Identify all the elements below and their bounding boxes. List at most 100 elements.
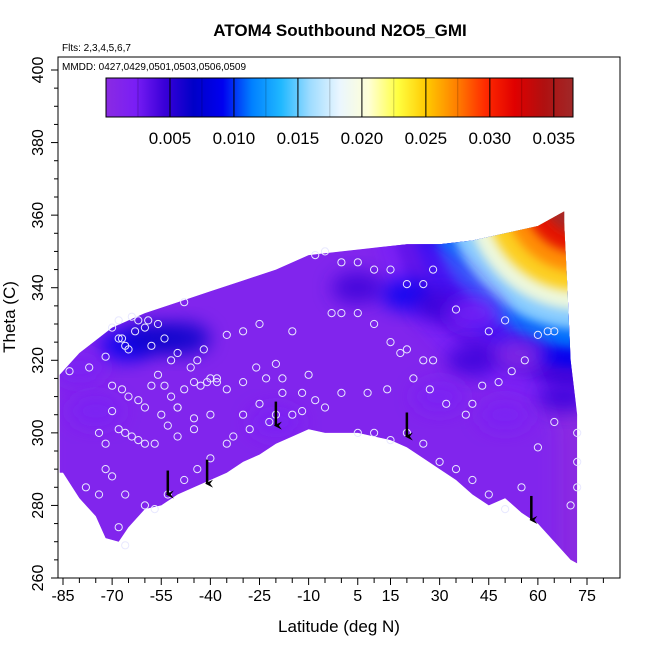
x-tick-label: 75 — [578, 588, 596, 605]
flights-subtitle: Flts: 2,3,4,5,6,7 — [62, 43, 131, 54]
track-point — [203, 378, 212, 387]
track-point — [189, 414, 199, 423]
track-point — [442, 399, 451, 408]
track-point — [337, 258, 346, 267]
x-tick-label: 60 — [529, 588, 547, 605]
colorbar-tick-labels: 0.005 0.010 0.015 0.020 0.025 0.030 0.035 — [149, 129, 575, 148]
colorbar-tick-label: 0.025 — [405, 129, 448, 148]
track-point — [566, 501, 575, 510]
y-tick-label: 360 — [30, 202, 47, 229]
track-point — [94, 428, 104, 437]
colorbar-tick-lines — [137, 78, 555, 117]
track-point — [402, 345, 411, 354]
track-point — [468, 399, 477, 408]
track-point — [573, 428, 582, 437]
colorbar-tick-label: 0.035 — [533, 129, 576, 148]
field-anomaly — [479, 398, 532, 431]
track-point — [353, 428, 362, 437]
track-point — [468, 475, 477, 485]
x-tick-label: 15 — [382, 588, 400, 605]
track-point — [140, 323, 149, 332]
track-point — [212, 378, 221, 387]
track-point — [81, 483, 91, 492]
y-tick-label: 300 — [30, 419, 47, 446]
x-tick-label: -25 — [248, 588, 271, 605]
x-axis: -85 -70 -55 -40 -25 -10 5 15 30 45 60 75 — [51, 578, 604, 605]
field-anomaly — [158, 322, 211, 355]
track-point — [337, 309, 346, 318]
track-point — [134, 316, 143, 325]
colorbar: 0.005 0.010 0.015 0.020 0.025 0.030 0.035 — [105, 77, 575, 148]
track-point — [101, 352, 110, 361]
track-point — [140, 501, 149, 510]
track-point — [451, 305, 461, 314]
field-anomaly — [495, 337, 548, 370]
field-anomaly — [446, 344, 499, 377]
track-point — [212, 374, 221, 383]
track-point — [363, 388, 372, 397]
track-point — [206, 454, 215, 463]
x-tick-label: -55 — [150, 588, 173, 605]
field-anomaly — [538, 380, 578, 413]
track-point — [429, 265, 438, 274]
track-point — [147, 381, 156, 390]
track-point — [229, 432, 238, 441]
track-point — [396, 348, 405, 358]
track-point — [144, 316, 153, 325]
track-point — [121, 428, 130, 437]
track-point — [278, 388, 287, 397]
track-point — [108, 472, 117, 481]
track-point — [311, 396, 320, 405]
track-point — [117, 334, 127, 343]
track-point — [252, 363, 261, 372]
track-point — [337, 388, 346, 397]
track-point — [222, 385, 231, 394]
track-point — [278, 374, 287, 383]
track-point — [160, 334, 169, 343]
track-point — [573, 483, 582, 492]
track-point — [435, 457, 444, 466]
x-tick-label: 30 — [431, 588, 449, 605]
track-point — [501, 505, 510, 514]
track-point — [189, 378, 199, 387]
y-axis-label: Theta (C) — [0, 281, 19, 353]
field-anomaly — [331, 271, 384, 304]
track-point — [140, 403, 149, 412]
track-point — [108, 381, 117, 390]
track-point — [160, 381, 169, 390]
track-point — [222, 439, 231, 448]
field-anomaly — [69, 395, 122, 428]
track-point — [550, 417, 559, 427]
track-point — [239, 410, 248, 419]
track-point — [304, 370, 313, 379]
colorbar-tick-label: 0.010 — [213, 129, 256, 148]
track-point — [533, 443, 543, 452]
track-point — [425, 385, 434, 394]
track-point — [134, 436, 143, 445]
track-point — [173, 403, 182, 412]
track-point — [150, 439, 159, 448]
track-point — [311, 251, 320, 260]
track-point — [288, 327, 297, 336]
track-point — [370, 265, 379, 274]
track-point — [451, 465, 461, 474]
track-point — [370, 428, 379, 437]
track-point — [386, 338, 395, 347]
track-point — [222, 330, 231, 339]
track-point — [239, 378, 248, 387]
track-point — [353, 258, 362, 267]
y-tick-label: 400 — [30, 57, 47, 84]
track-point — [167, 392, 176, 401]
track-point — [429, 356, 438, 365]
track-point — [265, 417, 274, 427]
track-point — [114, 523, 123, 532]
field-mask — [59, 211, 558, 564]
track-point — [189, 425, 199, 434]
track-point — [409, 374, 418, 383]
x-tick-label: -70 — [101, 588, 124, 605]
x-axis-label: Latitude (deg N) — [278, 617, 400, 636]
field-band — [522, 211, 578, 254]
track-point — [193, 356, 202, 365]
y-tick-label: 260 — [30, 565, 47, 592]
track-point — [320, 247, 330, 256]
